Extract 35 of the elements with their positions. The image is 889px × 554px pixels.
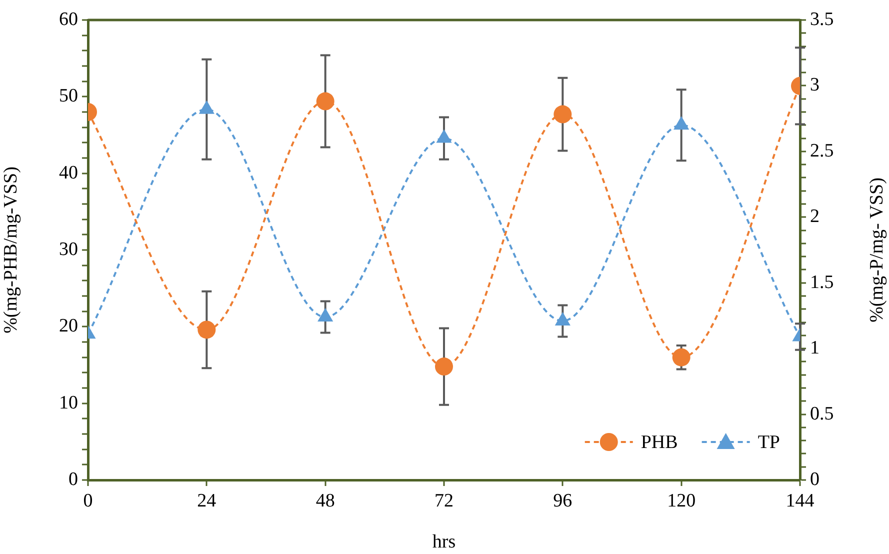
point: [198, 320, 216, 339]
point: [554, 105, 572, 124]
point: [435, 358, 453, 376]
point: [436, 129, 452, 143]
y2-tick-label: 2: [810, 206, 820, 228]
y2-tick-label: 1: [810, 338, 820, 359]
y-tick-label: 30: [59, 238, 78, 260]
y2-tick-label: 3: [810, 74, 820, 96]
y-tick-label: 20: [59, 316, 78, 337]
y2-tick-label: 0: [810, 468, 820, 490]
y-axis-title: %(mg-PHB/mg-VSS): [0, 166, 22, 334]
y-tick-label: 50: [59, 86, 78, 107]
x-tick-label: 0: [83, 490, 93, 512]
y2-tick-label: 3.5: [810, 8, 834, 30]
point: [318, 308, 334, 322]
point: [672, 348, 690, 366]
x-tick-label: 120: [667, 490, 696, 512]
y-tick-label: 0: [68, 468, 78, 490]
point: [316, 92, 334, 110]
y2-tick-label: 1.5: [810, 272, 834, 293]
y2-tick-label: 2.5: [810, 140, 834, 162]
y-tick-label: 40: [59, 162, 78, 184]
y2-axis-title: %(mg-P/mg- VSS): [866, 178, 888, 322]
x-tick-label: 24: [197, 490, 217, 512]
y-tick-label: 60: [59, 8, 78, 30]
y-tick-label: 10: [59, 392, 78, 414]
legend-label: TP: [758, 432, 780, 453]
x-tick-label: 72: [434, 490, 454, 512]
x-tick-label: 144: [786, 490, 815, 512]
x-axis-title: hrs: [432, 532, 456, 553]
y2-tick-label: 0.5: [810, 403, 834, 424]
x-tick-label: 48: [316, 490, 335, 512]
x-tick-label: 96: [553, 490, 572, 512]
point: [554, 312, 570, 326]
legend-label: PHB: [640, 432, 678, 453]
